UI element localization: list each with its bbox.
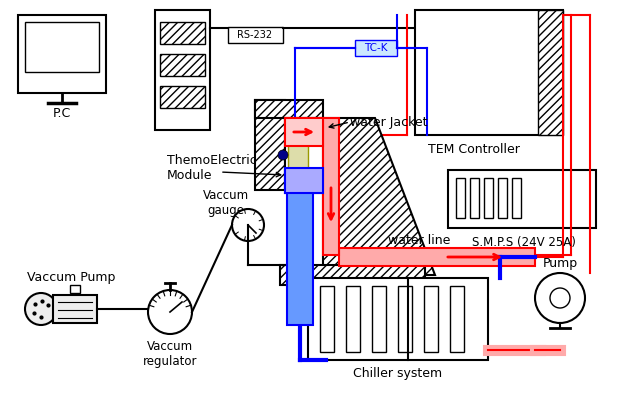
- Bar: [372, 286, 386, 352]
- Bar: [498, 178, 507, 218]
- Bar: [285, 168, 323, 193]
- Bar: [53, 295, 97, 323]
- Bar: [484, 178, 493, 218]
- Bar: [287, 190, 313, 325]
- Bar: [255, 100, 285, 190]
- Bar: [355, 40, 397, 56]
- Text: TEM Controller: TEM Controller: [428, 143, 520, 156]
- Bar: [398, 286, 412, 352]
- Text: S.M.P.S (24V 25A): S.M.P.S (24V 25A): [472, 235, 576, 248]
- Bar: [320, 286, 334, 352]
- Bar: [228, 27, 283, 43]
- Bar: [285, 118, 323, 193]
- Bar: [70, 285, 80, 293]
- Bar: [456, 178, 465, 218]
- Bar: [308, 278, 488, 360]
- Circle shape: [278, 150, 288, 160]
- Circle shape: [535, 273, 585, 323]
- Text: Vaccum
regulator: Vaccum regulator: [143, 340, 197, 368]
- Text: Vaccum
gauge: Vaccum gauge: [203, 189, 249, 217]
- Text: water line: water line: [388, 233, 450, 246]
- Text: RS-232: RS-232: [237, 30, 273, 40]
- Text: water Jacket: water Jacket: [350, 115, 428, 128]
- Text: TC-K: TC-K: [365, 43, 388, 53]
- Bar: [538, 10, 563, 135]
- Bar: [155, 10, 210, 130]
- Bar: [450, 286, 464, 352]
- Text: ThemoElectric
Module: ThemoElectric Module: [167, 154, 257, 182]
- Circle shape: [148, 290, 192, 334]
- Bar: [415, 10, 563, 135]
- Bar: [280, 265, 425, 285]
- Bar: [323, 118, 339, 255]
- Bar: [160, 22, 205, 44]
- Bar: [470, 178, 479, 218]
- Bar: [160, 86, 205, 108]
- Bar: [285, 118, 323, 146]
- Bar: [512, 178, 521, 218]
- Text: P.C: P.C: [53, 107, 71, 120]
- Circle shape: [25, 293, 57, 325]
- Bar: [346, 286, 360, 352]
- Bar: [25, 22, 99, 72]
- Polygon shape: [323, 118, 435, 275]
- Text: Pump: Pump: [542, 256, 578, 269]
- Bar: [339, 248, 535, 266]
- Bar: [424, 286, 438, 352]
- Bar: [288, 122, 308, 187]
- Bar: [448, 170, 596, 228]
- Bar: [255, 100, 323, 118]
- Bar: [160, 54, 205, 76]
- Bar: [18, 15, 106, 93]
- Text: Chiller system: Chiller system: [353, 367, 443, 380]
- Text: Vaccum Pump: Vaccum Pump: [27, 271, 115, 284]
